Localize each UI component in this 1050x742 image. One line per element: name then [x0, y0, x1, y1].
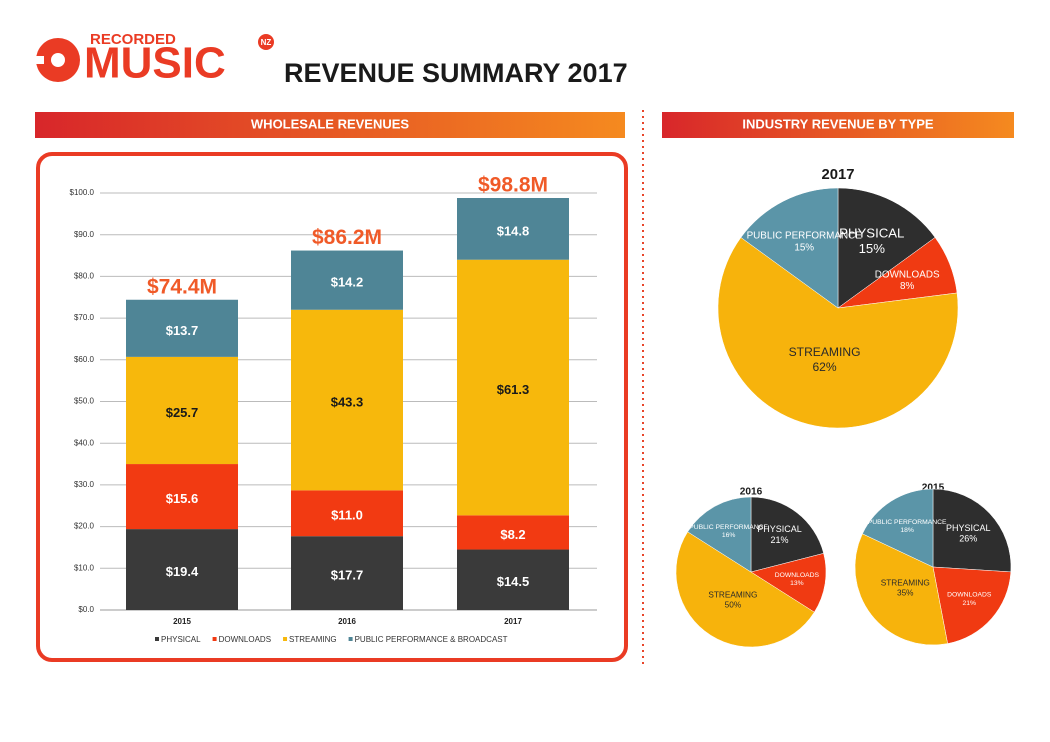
y-tick-label: $50.0: [74, 397, 95, 406]
pie-slice: [932, 488, 1012, 573]
brand-top: RECORDED: [90, 31, 176, 48]
value-label: $13.7: [166, 323, 199, 338]
y-tick-label: $80.0: [74, 272, 95, 281]
y-tick-label: $10.0: [74, 563, 95, 572]
slice-value: 21%: [770, 535, 788, 545]
brand: MUSIC: [84, 39, 226, 88]
bar-segment: [126, 299, 238, 357]
slice-category: DOWNLOADS: [875, 269, 940, 280]
y-tick-label: $20.0: [74, 522, 95, 531]
bar-segment: [126, 356, 238, 465]
bar-segment: [291, 309, 403, 491]
pie-slice: [740, 187, 839, 309]
total-label: $98.8M: [478, 174, 548, 197]
slice-category: STREAMING: [881, 579, 930, 588]
value-label: $17.7: [331, 568, 364, 583]
pie-slice: [862, 488, 934, 568]
slice-category: PHYSICAL: [839, 225, 904, 240]
bar-segment: [457, 549, 569, 610]
banner-title: INDUSTRY REVENUE BY TYPE: [742, 116, 934, 131]
y-tick-label: $30.0: [74, 480, 95, 489]
value-label: $14.5: [497, 574, 530, 589]
banner: [662, 112, 1014, 138]
slice-category: PHYSICAL: [946, 523, 991, 533]
legend-swatch: [212, 637, 217, 641]
x-tick-label: 2016: [338, 617, 356, 626]
y-tick-label: $100.0: [70, 188, 95, 197]
slice-value: 26%: [959, 534, 977, 544]
bar-segment: [126, 529, 238, 610]
value-label: $61.3: [497, 382, 530, 397]
legend-swatch: [155, 637, 159, 641]
y-tick-label: $0.0: [78, 605, 94, 614]
pie-slice: [687, 496, 752, 573]
slice-category: PUBLIC PERFORMANCE: [747, 230, 863, 241]
value-label: $14.8: [497, 223, 530, 238]
pie-slice: [675, 531, 815, 648]
pie-title: 2017: [821, 167, 854, 183]
charts: $0.0 $10.0 $20.0 $30.0 $40.0 $50.0 $60.0 $70.0 $…: [70, 167, 1012, 648]
slice-value: 13%: [790, 580, 804, 587]
pie-slice: [854, 533, 948, 646]
slice-value: 16%: [722, 532, 736, 539]
value-label: $11.0: [331, 508, 363, 523]
value-label: $25.7: [166, 405, 199, 420]
value-label: $14.2: [331, 275, 364, 290]
y-tick-label: $40.0: [74, 438, 95, 447]
legend-label: PUBLIC PERFORMANCE & BROADCAST: [355, 635, 508, 644]
legend-label: PHYSICAL: [161, 635, 201, 644]
x-tick-label: 2015: [173, 617, 191, 626]
slice-value: 35%: [897, 589, 914, 598]
pie-slice: [750, 553, 827, 613]
total-label: $86.2M: [312, 226, 382, 249]
pie-slice: [717, 237, 959, 429]
pie-slice: [837, 187, 936, 309]
slice-value: 15%: [859, 241, 886, 256]
bar-segment: [457, 515, 569, 550]
slice-value: 62%: [812, 360, 836, 374]
bar-segment: [457, 198, 569, 260]
value-label: $15.6: [166, 491, 199, 506]
bar-segment: [291, 490, 403, 537]
bar-segment: [291, 250, 403, 310]
bar-segment: [126, 464, 238, 530]
legend-label: DOWNLOADS: [219, 635, 271, 644]
value-label: $19.4: [166, 564, 199, 579]
slice-category: PUBLIC PERFORMANCE: [868, 519, 947, 526]
slice-category: STREAMING: [789, 345, 861, 359]
legend-label: STREAMING: [289, 635, 337, 644]
slice-category: DOWNLOADS: [947, 592, 992, 599]
slice-category: STREAMING: [708, 591, 757, 600]
slice-category: DOWNLOADS: [775, 572, 820, 579]
slice-value: 18%: [900, 527, 914, 534]
page-title: REVENUE SUMMARY 2017: [284, 58, 628, 88]
slice-value: 50%: [725, 601, 742, 610]
logo: RECORDED MUSIC NZ: [30, 31, 274, 88]
y-tick-label: $60.0: [74, 355, 95, 364]
legend-swatch: [283, 637, 288, 641]
bar-segment: [457, 259, 569, 516]
y-tick-label: $70.0: [74, 313, 95, 322]
slice-category: PUBLIC PERFORMANCE: [689, 524, 768, 531]
pie-slice: [932, 566, 1012, 644]
value-label: $8.2: [500, 527, 525, 542]
slice-value: 15%: [794, 242, 814, 253]
total-label: $74.4M: [147, 275, 217, 298]
banner: [35, 112, 625, 138]
slice-value: 8%: [900, 281, 914, 292]
slice-category: PHYSICAL: [757, 524, 802, 534]
legend-swatch: [348, 637, 353, 641]
value-label: $43.3: [331, 394, 364, 409]
pie-title: 2015: [922, 483, 945, 494]
pie-slice: [750, 496, 824, 573]
banner-title: WHOLESALE REVENUES: [251, 116, 410, 131]
pie-title: 2016: [740, 487, 763, 498]
x-tick-label: 2017: [504, 617, 522, 626]
y-tick-label: $90.0: [74, 230, 95, 239]
badge: NZ: [261, 38, 272, 47]
bar-segment: [291, 536, 403, 610]
slice-value: 21%: [963, 600, 977, 607]
